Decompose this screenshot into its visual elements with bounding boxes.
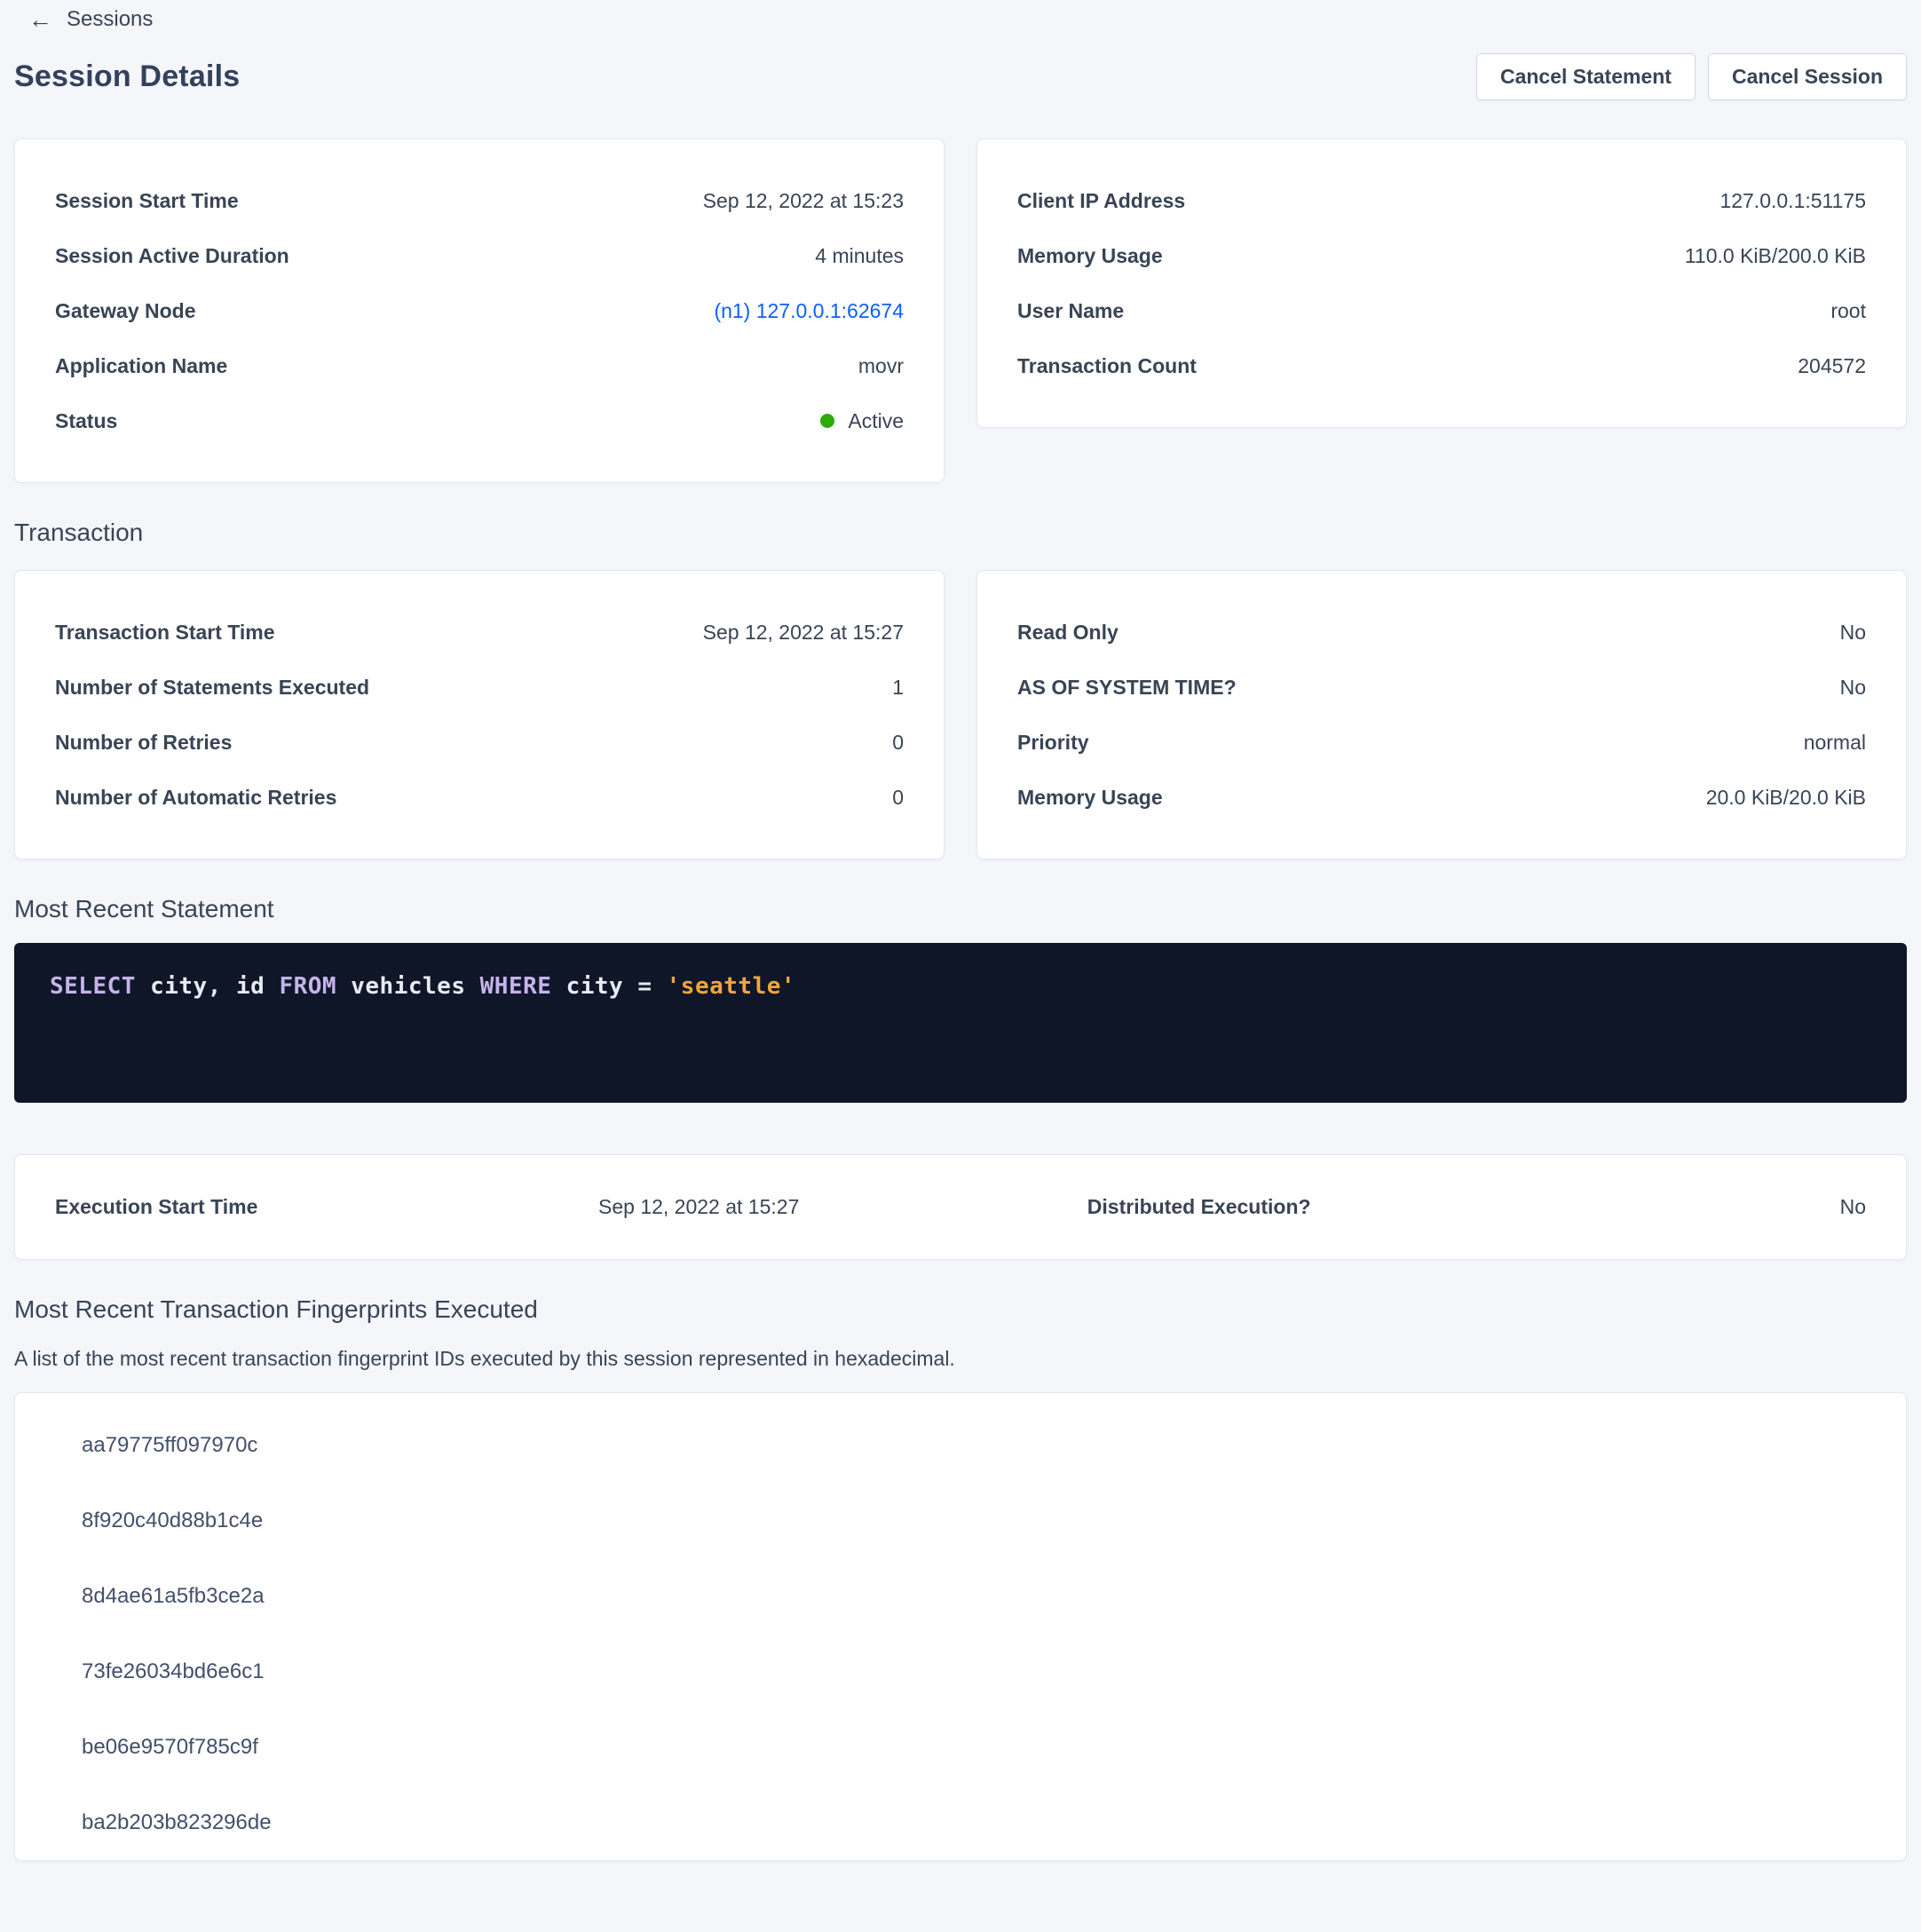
- title-row: Session Details Cancel Statement Cancel …: [14, 53, 1907, 100]
- session-summary-grid: Session Start Time Sep 12, 2022 at 15:23…: [14, 139, 1907, 483]
- transaction-count-value: 204572: [1798, 353, 1866, 377]
- as-of-system-time-label: AS OF SYSTEM TIME?: [1017, 675, 1237, 699]
- sql-token: SELECT: [50, 973, 136, 1000]
- sql-statement-text: SELECT city, id FROM vehicles WHERE city…: [50, 973, 1871, 1000]
- session-left-card: Session Start Time Sep 12, 2022 at 15:23…: [14, 139, 945, 483]
- session-start-time-row: Session Start Time Sep 12, 2022 at 15:23: [55, 173, 904, 228]
- application-name-value: movr: [858, 353, 904, 377]
- back-link-label: Sessions: [67, 7, 154, 31]
- execution-start-time-value: Sep 12, 2022 at 15:27: [598, 1195, 800, 1218]
- session-active-duration-row: Session Active Duration 4 minutes: [55, 228, 904, 283]
- transaction-grid: Transaction Start Time Sep 12, 2022 at 1…: [14, 570, 1907, 859]
- session-active-duration-value: 4 minutes: [815, 243, 904, 267]
- session-details-page: ← Sessions Session Details Cancel Statem…: [14, 5, 1907, 1861]
- transaction-count-label: Transaction Count: [1017, 353, 1197, 377]
- page-title: Session Details: [14, 59, 241, 93]
- transaction-count-row: Transaction Count 204572: [1017, 338, 1866, 393]
- automatic-retries-row: Number of Automatic Retries 0: [55, 770, 904, 825]
- statements-executed-row: Number of Statements Executed 1: [55, 660, 904, 715]
- transaction-start-time-value: Sep 12, 2022 at 15:27: [702, 620, 904, 644]
- fingerprints-card: aa79775ff097970c 8f920c40d88b1c4e 8d4ae6…: [14, 1392, 1907, 1861]
- execution-card: Execution Start Time Sep 12, 2022 at 15:…: [14, 1154, 1907, 1260]
- session-right-card: Client IP Address 127.0.0.1:51175 Memory…: [976, 139, 1907, 428]
- automatic-retries-value: 0: [892, 785, 904, 809]
- distributed-execution-label: Distributed Execution?: [1087, 1195, 1311, 1218]
- status-row: Status Active: [55, 393, 904, 448]
- status-active-dot-icon: [820, 414, 835, 428]
- fingerprint-list-item: 8f920c40d88b1c4e: [82, 1508, 264, 1532]
- session-active-duration-label: Session Active Duration: [55, 243, 289, 267]
- as-of-system-time-value: No: [1839, 675, 1866, 699]
- as-of-system-time-row: AS OF SYSTEM TIME? No: [1017, 660, 1866, 715]
- user-name-label: User Name: [1017, 298, 1125, 322]
- read-only-row: Read Only No: [1017, 605, 1866, 660]
- cancel-session-button[interactable]: Cancel Session: [1707, 53, 1907, 100]
- client-ip-row: Client IP Address 127.0.0.1:51175: [1017, 173, 1866, 228]
- read-only-label: Read Only: [1017, 620, 1119, 644]
- gateway-node-label: Gateway Node: [55, 298, 196, 322]
- execution-start-time-label: Execution Start Time: [55, 1195, 258, 1218]
- session-start-time-value: Sep 12, 2022 at 15:23: [702, 188, 904, 212]
- fingerprint-list-item: be06e9570f785c9f: [82, 1734, 258, 1759]
- client-ip-value: 127.0.0.1:51175: [1719, 188, 1866, 212]
- gateway-node-row: Gateway Node (n1) 127.0.0.1:62674: [55, 283, 904, 338]
- transaction-memory-usage-label: Memory Usage: [1017, 785, 1163, 809]
- user-name-row: User Name root: [1017, 283, 1866, 338]
- transaction-left-card: Transaction Start Time Sep 12, 2022 at 1…: [14, 570, 945, 859]
- transaction-start-time-label: Transaction Start Time: [55, 620, 275, 644]
- priority-label: Priority: [1017, 730, 1089, 754]
- action-buttons: Cancel Statement Cancel Session: [1475, 53, 1907, 100]
- read-only-value: No: [1839, 620, 1866, 644]
- user-name-value: root: [1830, 298, 1866, 322]
- transaction-right-card: Read Only No AS OF SYSTEM TIME? No Prior…: [976, 570, 1907, 859]
- fingerprints-description: A list of the most recent transaction fi…: [14, 1347, 955, 1370]
- sql-token: 'seattle': [666, 973, 796, 1000]
- sql-token: city, id: [135, 973, 280, 1000]
- priority-row: Priority normal: [1017, 715, 1866, 770]
- fingerprint-list-item: 8d4ae61a5fb3ce2a: [82, 1583, 265, 1608]
- retries-value: 0: [892, 730, 904, 754]
- client-ip-label: Client IP Address: [1017, 188, 1186, 212]
- session-memory-usage-label: Memory Usage: [1017, 243, 1163, 267]
- sql-token: FROM: [279, 973, 337, 1000]
- fingerprints-section-heading: Most Recent Transaction Fingerprints Exe…: [14, 1295, 538, 1323]
- session-start-time-label: Session Start Time: [55, 188, 239, 212]
- fingerprint-list-item: aa79775ff097970c: [82, 1432, 258, 1457]
- automatic-retries-label: Number of Automatic Retries: [55, 785, 337, 809]
- sql-token: WHERE: [479, 973, 552, 1000]
- transaction-section-heading: Transaction: [14, 519, 144, 546]
- session-memory-usage-row: Memory Usage 110.0 KiB/200.0 KiB: [1017, 228, 1866, 283]
- sql-statement-box: SELECT city, id FROM vehicles WHERE city…: [14, 943, 1907, 1103]
- transaction-memory-usage-value: 20.0 KiB/20.0 KiB: [1705, 785, 1866, 809]
- transaction-memory-usage-row: Memory Usage 20.0 KiB/20.0 KiB: [1017, 770, 1866, 825]
- session-memory-usage-value: 110.0 KiB/200.0 KiB: [1684, 243, 1866, 267]
- application-name-label: Application Name: [55, 353, 228, 377]
- priority-value: normal: [1803, 730, 1866, 754]
- fingerprint-list-item: 73fe26034bd6e6c1: [82, 1659, 265, 1683]
- gateway-node-link[interactable]: (n1) 127.0.0.1:62674: [714, 298, 904, 322]
- retries-row: Number of Retries 0: [55, 715, 904, 770]
- most-recent-statement-heading: Most Recent Statement: [14, 895, 274, 922]
- status-value: Active: [848, 408, 904, 432]
- retries-label: Number of Retries: [55, 730, 233, 754]
- status-label: Status: [55, 408, 118, 432]
- statements-executed-label: Number of Statements Executed: [55, 675, 370, 699]
- fingerprint-list-item: ba2b203b823296de: [82, 1809, 272, 1834]
- sql-token: city =: [551, 973, 667, 1000]
- sql-token: vehicles: [336, 973, 480, 1000]
- arrow-left-icon: ←: [28, 5, 52, 33]
- back-to-sessions-link[interactable]: ← Sessions: [14, 5, 153, 34]
- cancel-statement-button[interactable]: Cancel Statement: [1475, 53, 1696, 100]
- execution-row: Execution Start Time Sep 12, 2022 at 15:…: [55, 1195, 1866, 1219]
- distributed-execution-value: No: [1839, 1195, 1866, 1218]
- statements-executed-value: 1: [892, 675, 904, 699]
- transaction-start-time-row: Transaction Start Time Sep 12, 2022 at 1…: [55, 605, 904, 660]
- application-name-row: Application Name movr: [55, 338, 904, 393]
